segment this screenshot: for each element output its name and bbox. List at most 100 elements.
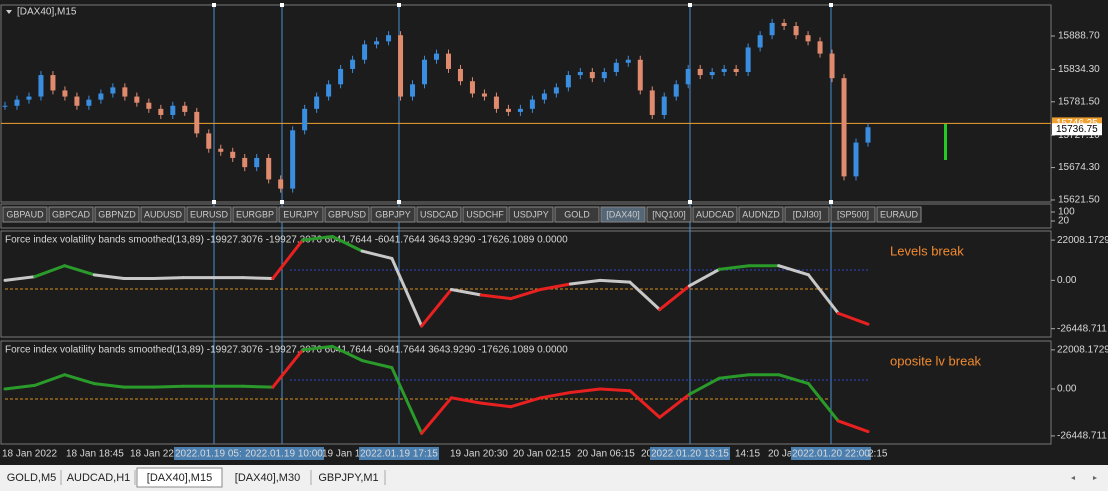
button-label[interactable]: AUDUSD (144, 209, 183, 219)
button-face[interactable] (876, 206, 922, 223)
x-tick-label: 20 Jan (768, 449, 798, 460)
symbol-button[interactable]: EURGBP (232, 206, 278, 223)
button-face[interactable] (646, 206, 692, 223)
menu-arrow[interactable] (6, 10, 12, 14)
symbol-button[interactable]: GBPJPY (370, 206, 416, 223)
button-label[interactable]: GOLD (564, 209, 590, 219)
candle (326, 84, 332, 97)
x-tick-label: 19 Jan 20:30 (450, 449, 508, 460)
indicator-segment (687, 376, 721, 396)
button-face[interactable] (600, 206, 646, 223)
tab-face[interactable] (313, 468, 384, 487)
button-face[interactable] (232, 206, 278, 223)
button-label[interactable]: [SP500] (837, 209, 869, 219)
indicator-segment (568, 387, 602, 394)
symbol-button[interactable]: AUDNZD (738, 206, 784, 223)
indicator-title: Force index volatility bands smoothed(13… (5, 345, 568, 356)
symbol-button[interactable]: GBPUSD (324, 206, 370, 223)
button-face[interactable] (830, 206, 876, 223)
button-face[interactable] (692, 206, 738, 223)
tab-face[interactable] (225, 468, 310, 487)
symbol-button[interactable]: USDCAD (416, 206, 462, 223)
indicator-segment (539, 391, 572, 400)
tab-label[interactable]: [DAX40],M30 (235, 472, 300, 484)
button-face[interactable] (416, 206, 462, 223)
symbol-button[interactable]: [SP500] (830, 206, 876, 223)
tab-face[interactable] (136, 467, 223, 488)
button-face[interactable] (508, 206, 554, 223)
button-face[interactable] (324, 206, 370, 223)
x-tick-label: 20 Jan 06:15 (577, 449, 635, 460)
button-label[interactable]: AUDNZD (742, 209, 780, 219)
button-face[interactable] (554, 206, 600, 223)
button-face[interactable] (48, 206, 94, 223)
x-tick-label: 2022.01.19 05: (175, 449, 242, 460)
candle (805, 35, 811, 42)
symbol-button[interactable]: EURJPY (278, 206, 324, 223)
candle (290, 130, 296, 189)
tab-label[interactable]: AUDCAD,H1 (67, 472, 131, 484)
candle (146, 102, 152, 109)
symbol-button[interactable]: GOLD (554, 206, 600, 223)
symbol-button[interactable]: GBPNZD (94, 206, 140, 223)
tab-label[interactable]: GOLD,M5 (7, 472, 57, 484)
button-label[interactable]: GBPNZD (98, 209, 136, 219)
button-face[interactable] (94, 206, 140, 223)
button-face[interactable] (784, 206, 830, 223)
button-label[interactable]: AUDCAD (696, 209, 735, 219)
symbol-button[interactable]: USDJPY (508, 206, 554, 223)
button-face[interactable] (278, 206, 324, 223)
button-label[interactable]: [DJI30] (793, 209, 822, 219)
tab[interactable]: [DAX40],M30 (225, 468, 312, 487)
candle (302, 108, 308, 131)
button-label[interactable]: USDCHF (466, 209, 504, 219)
indicator-segment (360, 249, 394, 260)
symbol-button[interactable]: EURAUD (876, 206, 922, 223)
indicator-segment (420, 287, 453, 328)
tab-label[interactable]: [DAX40],M15 (147, 472, 212, 484)
button-label[interactable]: EURAUD (880, 209, 919, 219)
tab-face[interactable] (63, 468, 134, 487)
button-label[interactable]: EURUSD (190, 209, 229, 219)
button-label[interactable]: EURGBP (236, 209, 274, 219)
x-tick-label: 19 Jan 1 (322, 449, 361, 460)
symbol-button[interactable]: [DAX40] (600, 206, 646, 223)
symbol-button[interactable]: GBPCAD (48, 206, 94, 223)
button-face[interactable] (2, 206, 48, 223)
symbol-button[interactable]: EURUSD (186, 206, 232, 223)
symbol-button[interactable]: [NQ100] (646, 206, 692, 223)
tab-face[interactable] (3, 468, 60, 487)
button-label[interactable]: EURJPY (283, 209, 319, 219)
tab-label[interactable]: GBPJPY,M1 (318, 472, 378, 484)
button-face[interactable] (462, 206, 508, 223)
symbol-button[interactable]: USDCHF (462, 206, 508, 223)
button-label[interactable]: GBPJPY (375, 209, 411, 219)
tab[interactable]: [DAX40],M15 (136, 467, 223, 488)
button-label[interactable]: USDJPY (513, 209, 549, 219)
candle (170, 105, 176, 115)
tab[interactable]: GBPJPY,M1 (313, 468, 386, 487)
y-tick-label: 15834.30 (1058, 64, 1100, 75)
button-label[interactable]: GBPUSD (328, 209, 367, 219)
symbol-button[interactable]: GBPAUD (2, 206, 48, 223)
button-face[interactable] (370, 206, 416, 223)
button-label[interactable]: USDCAD (420, 209, 459, 219)
candle (62, 90, 68, 97)
y-tick-label: 22008.1729 (1057, 345, 1108, 356)
symbol-button[interactable]: AUDUSD (140, 206, 186, 223)
symbol-button[interactable]: AUDCAD (692, 206, 738, 223)
button-face[interactable] (738, 206, 784, 223)
indicator-pane (0, 340, 1052, 445)
button-label[interactable]: [NQ100] (652, 209, 686, 219)
button-label[interactable]: GBPCAD (52, 209, 91, 219)
tab[interactable]: GOLD,M5 (3, 468, 62, 487)
tab[interactable]: AUDCAD,H1 (63, 468, 136, 487)
x-tick-label: 18 Jan 22: (130, 449, 177, 460)
button-label[interactable]: GBPAUD (6, 209, 44, 219)
candle (194, 111, 200, 134)
symbol-button[interactable]: [DJI30] (784, 206, 830, 223)
button-label[interactable]: [DAX40] (606, 209, 640, 219)
button-face[interactable] (186, 206, 232, 223)
candle (218, 148, 224, 152)
button-face[interactable] (140, 206, 186, 223)
